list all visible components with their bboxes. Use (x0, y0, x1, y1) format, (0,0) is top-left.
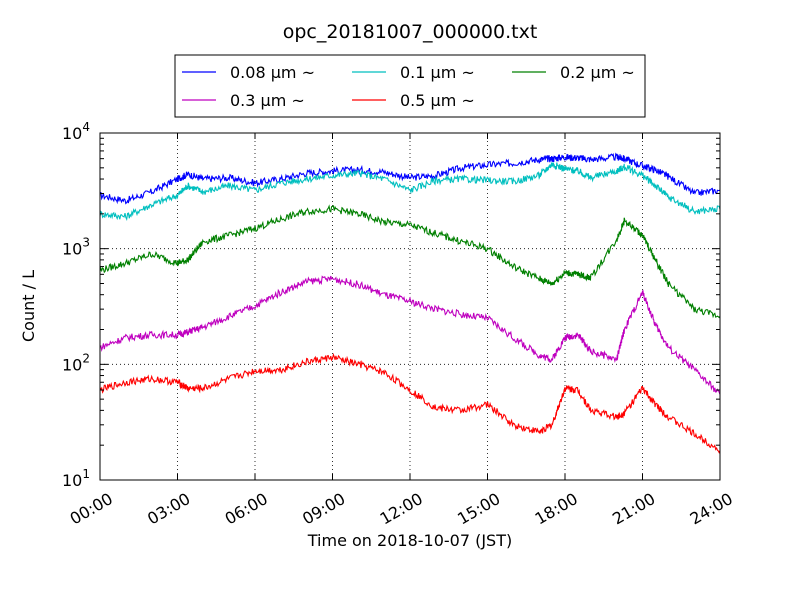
x-tick-label: 21:00 (609, 489, 658, 529)
series-line (99, 275, 721, 395)
x-tick-label: 24:00 (687, 489, 736, 529)
x-tick-label: 03:00 (144, 489, 193, 529)
legend: 0.08 µm ~ 0.1 µm ~ 0.2 µm ~ 0.3 µm ~ 0.5 µm … (174, 54, 646, 118)
legend-label: 0.2 µm ~ (560, 63, 635, 82)
legend-label: 0.08 µm ~ (230, 63, 315, 82)
plot-frame (99, 132, 721, 481)
legend-label: 0.1 µm ~ (400, 63, 475, 82)
y-axis-title: Count / L (19, 270, 38, 342)
series-lines (99, 152, 721, 454)
y-tick-label: 101 (62, 467, 90, 490)
x-tick-label: 18:00 (532, 489, 581, 529)
x-tick-label: 00:00 (67, 489, 116, 529)
x-tick-label: 06:00 (222, 489, 271, 529)
x-tick-label: 09:00 (299, 489, 348, 529)
series-line (99, 162, 721, 222)
series-line (100, 152, 721, 205)
x-tick-label: 12:00 (377, 489, 426, 529)
x-tick-label: 15:00 (454, 489, 503, 529)
series-line (99, 204, 721, 319)
y-tick-label: 102 (62, 351, 90, 374)
legend-box (174, 54, 646, 118)
legend-label: 0.5 µm ~ (400, 91, 475, 110)
grid-lines (100, 133, 720, 480)
legend-label: 0.3 µm ~ (230, 91, 305, 110)
series-line (99, 352, 721, 454)
chart-title: opc_20181007_000000.txt (283, 21, 538, 43)
y-tick-label: 104 (62, 120, 90, 143)
y-tick-label: 103 (62, 236, 90, 259)
x-axis-title: Time on 2018-10-07 (JST) (307, 531, 512, 550)
